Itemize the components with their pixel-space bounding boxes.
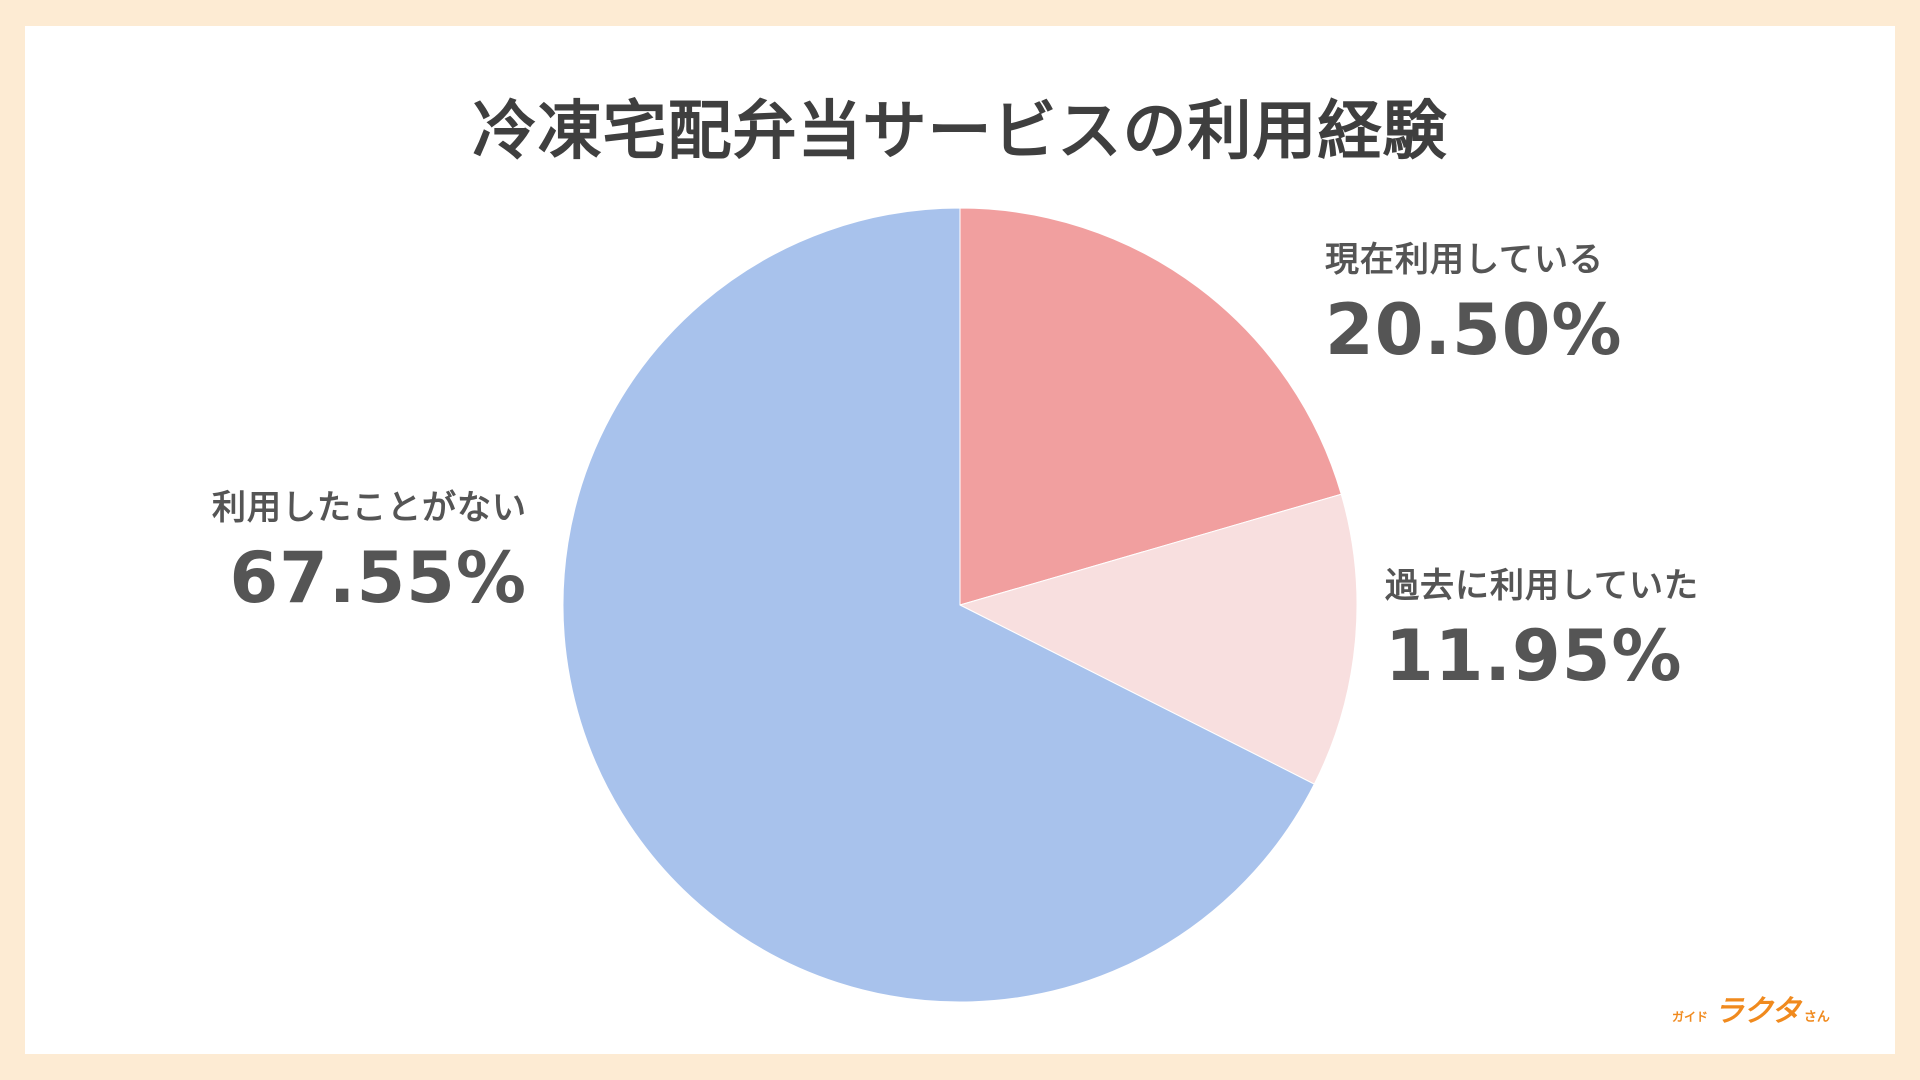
slice-label-never: 利用したことがない 67.55% — [120, 480, 527, 613]
slice-value-past: 11.95% — [1385, 615, 1683, 697]
pie-slice-current — [959, 207, 1342, 606]
logo-main-text: ラクタ — [1714, 994, 1801, 1029]
pie-slice-never — [562, 207, 1315, 1003]
logo-tail-text: さん — [1803, 1010, 1830, 1025]
slice-label-past: 過去に利用していた 11.95% — [1385, 558, 1699, 691]
slice-label-current: 現在利用している 20.50% — [1325, 232, 1623, 365]
chart-title: 冷凍宅配弁当サービスの利用経験 — [472, 95, 1448, 169]
slice-name-never: 利用したことがない — [212, 488, 527, 528]
pie-slice-past — [958, 493, 1358, 785]
logo-small-text: ガイド — [1672, 1010, 1709, 1024]
slice-name-current: 現在利用している — [1325, 240, 1604, 280]
slice-value-current: 20.50% — [1325, 289, 1623, 371]
slice-value-never: 67.55% — [229, 537, 527, 619]
slice-name-past: 過去に利用していた — [1385, 566, 1699, 606]
raktasan-logo: ガイド ラクタ さん — [1672, 986, 1830, 1030]
